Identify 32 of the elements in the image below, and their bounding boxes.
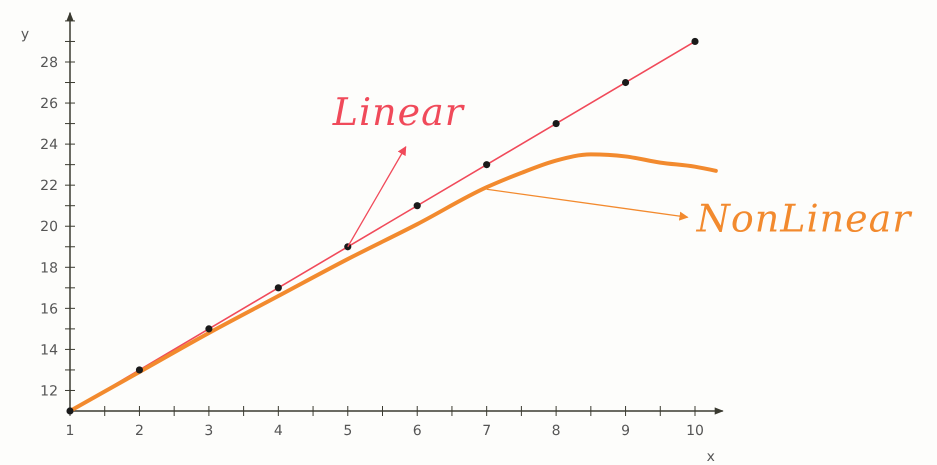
x-axis-title: x [706,449,715,465]
point [414,202,421,210]
y-tick-label: 28 [40,54,58,71]
y-tick-label: 20 [40,219,58,236]
x-tick-label: 9 [621,423,630,439]
x-tick-label: 1 [66,423,74,439]
x-tick-label: 4 [274,423,283,439]
x-tick-label: 6 [412,423,422,439]
y-axis-title: y [20,26,30,43]
y-tick-label: 16 [40,301,58,318]
y-tick-label: 22 [40,178,58,194]
x-tick-label: 3 [204,423,214,439]
annotation: NonLinear [696,196,914,240]
x-tick-label: 8 [552,423,561,439]
y-tick-label: 26 [40,96,58,112]
y-tick-label: 18 [40,260,58,276]
x-tick-label: 2 [134,423,144,439]
point [205,325,212,332]
x-tick-label: 5 [343,423,352,439]
point [552,120,560,128]
x-tick-label: 7 [482,423,492,439]
y-tick-label: 24 [40,137,58,154]
x-tick-label: 10 [686,423,704,439]
point [66,407,74,415]
point [483,161,490,168]
y-tick-label: 12 [40,383,58,400]
point [622,78,630,86]
point [274,284,282,292]
annotation: Linear [332,90,466,134]
y-tick-label: 14 [40,342,58,358]
point [136,366,144,374]
point [691,38,699,46]
